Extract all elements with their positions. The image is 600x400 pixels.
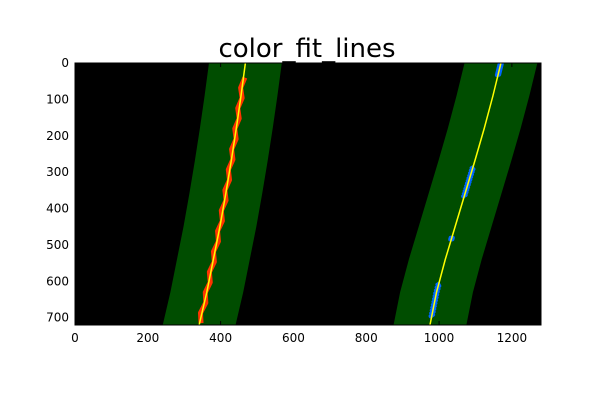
- y-tick-label: 0: [61, 56, 69, 70]
- right-fit-line: [429, 63, 502, 325]
- y-tick-label: 500: [46, 238, 69, 252]
- y-tick-label: 600: [46, 274, 69, 288]
- right-lane-pixels: [448, 235, 455, 242]
- x-tick-label: 400: [209, 331, 232, 345]
- plot-frame: [74, 62, 542, 326]
- x-tick-label: 1000: [424, 331, 455, 345]
- x-tick-label: 1200: [497, 331, 528, 345]
- left-search-window: [162, 63, 282, 325]
- y-axis: 0 100 200 300 400 500 600 700: [46, 56, 541, 325]
- left-fit-line: [198, 63, 247, 325]
- y-tick-label: 400: [46, 202, 69, 216]
- fit-lines: [198, 63, 502, 325]
- right-lane-pixels: [461, 164, 476, 200]
- x-tick-label: 600: [282, 331, 305, 345]
- plot-area: [74, 62, 542, 326]
- right-lane-pixels: [494, 63, 504, 78]
- y-tick-label: 100: [46, 92, 69, 106]
- y-tick-label: 300: [46, 165, 69, 179]
- x-tick-label: 200: [136, 331, 159, 345]
- x-axis: 0 200 400 600 800 1000 1200: [71, 63, 527, 345]
- chart-title: color_fit_lines: [218, 34, 395, 64]
- x-tick-label: 0: [71, 331, 79, 345]
- y-tick-label: 700: [46, 311, 69, 325]
- left-lane-pixels: [198, 76, 248, 324]
- right-lane-pixels: [428, 281, 442, 320]
- lane-pixels: [198, 63, 504, 324]
- y-tick-label: 200: [46, 129, 69, 143]
- x-tick-label: 800: [355, 331, 378, 345]
